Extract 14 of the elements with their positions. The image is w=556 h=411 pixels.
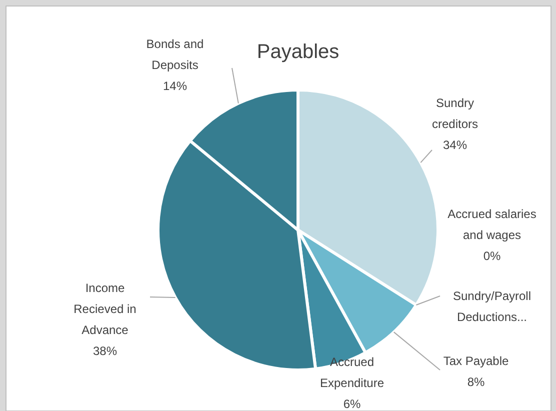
legend-label: Sundry/Payroll Deductions... — [452, 289, 532, 324]
data-label: 6% — [343, 397, 361, 411]
data-label: 14% — [162, 79, 188, 93]
slice-label: Income Recieved in Advance — [74, 281, 136, 337]
data-label: 38% — [92, 344, 118, 358]
slice-label: Sundry creditors — [432, 96, 478, 131]
slice-label: Bonds and Deposits — [146, 37, 204, 72]
slice-label: Accrued Expenditure — [320, 355, 384, 390]
chart-title: Payables — [256, 41, 340, 63]
data-label: 8% — [467, 375, 485, 389]
slice-label: Tax Payable — [443, 354, 510, 368]
category-label: Accrued salaries and wages — [448, 207, 536, 242]
text: 0% — [483, 249, 501, 263]
data-label: 34% — [442, 138, 468, 152]
